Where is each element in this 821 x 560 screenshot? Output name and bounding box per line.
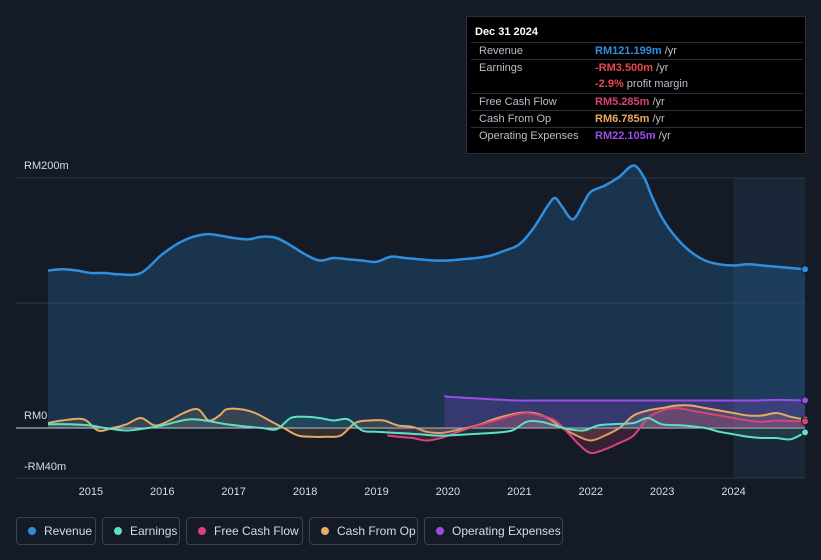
tooltip-row-value: RM121.199m /yr xyxy=(595,45,677,57)
legend-label: Operating Expenses xyxy=(452,524,561,538)
tooltip-row-value: RM6.785m /yr xyxy=(595,113,665,125)
free-cash-flow-line xyxy=(387,407,806,455)
legend-label: Earnings xyxy=(130,524,178,538)
tooltip-row-label: Revenue xyxy=(479,45,524,57)
legend-dot-icon xyxy=(28,527,36,535)
revenue-end-point xyxy=(801,265,809,274)
x-tick-label: 2020 xyxy=(436,486,460,498)
x-tick-label: 2017 xyxy=(221,486,245,498)
legend-item-earnings[interactable]: Earnings xyxy=(102,517,180,545)
tooltip-row-value: -RM3.500m /yr xyxy=(595,62,669,74)
earnings-area xyxy=(48,416,805,440)
x-tick-label: 2024 xyxy=(721,486,745,498)
tooltip-row-label: Cash From Op xyxy=(479,113,552,125)
tooltip-row-label: Earnings xyxy=(479,62,523,74)
tooltip-row-value: RM22.105m /yr xyxy=(595,130,671,142)
operating-expenses-line xyxy=(443,394,806,402)
earnings-end-point xyxy=(801,428,809,437)
legend-label: Cash From Op xyxy=(337,524,416,538)
revenue-area xyxy=(48,165,805,428)
tooltip-row: Cash From Op RM6.785m /yr xyxy=(471,110,803,128)
operating-expenses-area xyxy=(444,395,805,428)
legend-dot-icon xyxy=(321,527,329,535)
tooltip-row-label: Free Cash Flow xyxy=(479,96,557,108)
y-label-zero: RM0 xyxy=(24,410,47,422)
legend-item-free-cash-flow[interactable]: Free Cash Flow xyxy=(186,517,303,545)
x-tick-label: 2023 xyxy=(650,486,674,498)
tooltip-row-label: Operating Expenses xyxy=(479,130,579,142)
legend-item-cash-from-op[interactable]: Cash From Op xyxy=(309,517,418,545)
tooltip-panel: Dec 31 2024 Revenue RM121.199m /yr Earning… xyxy=(466,16,806,154)
legend-dot-icon xyxy=(436,527,444,535)
tooltip-row: -2.9% profit margin xyxy=(471,76,803,93)
x-tick-label: 2021 xyxy=(507,486,531,498)
tooltip-date: Dec 31 2024 xyxy=(475,26,538,38)
operating-expenses-end-point xyxy=(801,396,809,405)
x-tick-label: 2018 xyxy=(293,486,317,498)
cash-from-op-area xyxy=(48,405,805,441)
tooltip-row: Operating Expenses RM22.105m /yr xyxy=(471,127,803,145)
legend-dot-icon xyxy=(114,527,122,535)
revenue-line xyxy=(47,164,806,277)
legend-dot-icon xyxy=(198,527,206,535)
tooltip-row: Earnings -RM3.500m /yr xyxy=(471,59,803,77)
tooltip-row: Free Cash Flow RM5.285m /yr xyxy=(471,93,803,111)
x-tick-label: 2016 xyxy=(150,486,174,498)
earnings-line xyxy=(47,415,806,441)
tooltip-row: Revenue RM121.199m /yr xyxy=(471,42,803,60)
legend-label: Revenue xyxy=(44,524,93,538)
legend-label: Free Cash Flow xyxy=(214,524,299,538)
free-cash-flow-area xyxy=(387,408,805,454)
y-label-top: RM200m xyxy=(24,160,69,172)
tooltip-row-value: RM5.285m /yr xyxy=(595,96,665,108)
x-tick-label: 2022 xyxy=(579,486,603,498)
y-label-bottom: -RM40m xyxy=(24,461,66,473)
tooltip-row-value: -2.9% profit margin xyxy=(595,78,688,90)
free-cash-flow-end-point xyxy=(801,417,809,426)
legend-item-operating-expenses[interactable]: Operating Expenses xyxy=(424,517,563,545)
cash-from-op-line xyxy=(47,404,806,442)
x-tick-label: 2019 xyxy=(364,486,388,498)
legend-item-revenue[interactable]: Revenue xyxy=(16,517,96,545)
x-tick-label: 2015 xyxy=(79,486,103,498)
